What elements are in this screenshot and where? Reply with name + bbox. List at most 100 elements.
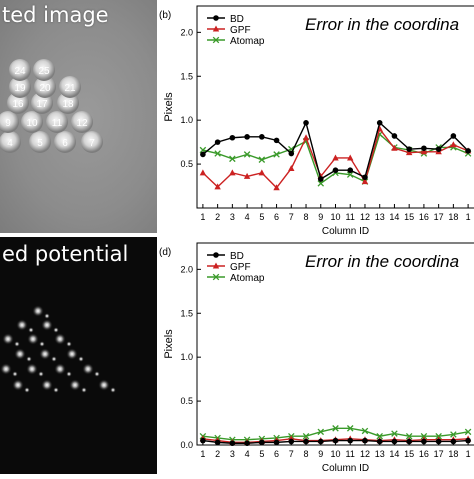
chart-b-data-point-atomap: [229, 155, 236, 163]
chart-b-data-point-gpf: [288, 164, 295, 171]
chart-b-y-axis-label: Pixels: [163, 92, 175, 122]
chart-b-data-point-atomap: [317, 180, 325, 187]
chart-b-x-axis-label: Column ID: [322, 226, 369, 237]
chart-b-x-tick-label: 8: [304, 212, 309, 222]
chart-d-data-point-bd: [214, 439, 221, 446]
chart-b-data-point-bd: [376, 120, 383, 126]
chart-b-data-point-bd: [465, 148, 471, 154]
potential-spot-minor: [66, 371, 72, 377]
potential-spot-minor: [28, 327, 34, 333]
chart-d-legend-marker: [213, 252, 219, 258]
atom-column-label: 20: [39, 83, 51, 94]
chart-d-data-point-bd: [450, 438, 457, 445]
chart-b-x-tick-label: 1: [466, 212, 471, 222]
chart-d-data-point-bd: [200, 437, 206, 444]
chart-panel-b: (b) Error in the coordina 0.5 1.0 1.5 2.0 1 2 3 4…: [157, 0, 474, 237]
chart-b-data-point-atomap: [214, 150, 221, 157]
chart-d-y-tick-label: 1.0: [180, 352, 193, 362]
atom-column: [34, 76, 56, 98]
chart-d-data-point-atomap: [391, 430, 398, 437]
chart-d-x-tick-label: 6: [274, 449, 279, 459]
chart-b-x-tick-label: 11: [346, 212, 355, 222]
chart-b-data-point-gpf: [332, 154, 339, 161]
potential-spot-minor: [26, 356, 32, 362]
chart-d-data-point-bd: [362, 437, 368, 444]
chart-b-data-point-bd: [200, 151, 206, 158]
chart-d-x-tick-label: 5: [259, 449, 264, 459]
chart-d-data-point-bd: [376, 438, 383, 445]
potential-spot-minor: [81, 387, 87, 393]
chart-d-y-tick-label: 0.5: [180, 396, 193, 406]
chart-d-data-point-atomap: [317, 428, 325, 436]
potential-spot: [26, 363, 38, 375]
chart-d-x-axis-label: Column ID: [322, 463, 369, 474]
potential-spot: [66, 348, 78, 360]
chart-b-data-point-gpf: [243, 172, 251, 179]
chart-d-x-tick-label: 17: [434, 449, 444, 459]
chart-b-legend-entry: BD: [230, 14, 244, 25]
chart-d-data-point-bd: [259, 439, 265, 446]
chart-d-data-point-bd: [244, 440, 250, 447]
chart-d-data-point-atomap: [376, 432, 383, 440]
chart-b-x-tick-label: 17: [434, 212, 444, 222]
chart-d-x-tick-label: 13: [375, 449, 385, 459]
chart-d-x-tick-label: 18: [448, 449, 458, 459]
chart-d-x-tick-label: 1: [200, 449, 205, 459]
chart-d-data-point-atomap: [346, 425, 354, 432]
chart-b-data-point-gpf: [420, 148, 428, 155]
chart-d-data-point-bd: [435, 438, 442, 445]
chart-d-data-point-bd: [229, 440, 236, 447]
chart-b-data-point-bd: [288, 150, 295, 157]
chart-b-data-point-gpf: [214, 183, 221, 190]
potential-spot: [12, 379, 24, 391]
atom-column-label: 25: [38, 66, 50, 77]
chart-b-y-tick-label: 1.0: [180, 115, 193, 125]
atom-column-label: 16: [12, 99, 24, 110]
chart-d-x-tick-label: 16: [419, 449, 429, 459]
atom-column-label: 6: [62, 138, 68, 149]
simulated-image-panel: ted image 4 5 6 7 9 10 11 12 16 17 18 19 20 21 24 25: [0, 0, 157, 233]
chart-b-data-point-bd: [391, 133, 398, 139]
simulated-image-title: ted image: [2, 3, 109, 27]
chart-b-data-point-bd: [406, 146, 412, 152]
chart-d-legend-entry: BD: [230, 251, 244, 262]
atom-column: [9, 59, 31, 81]
atom-column-label: 17: [36, 99, 48, 110]
potential-spot-minor: [66, 341, 72, 347]
chart-b-x-tick-label: 16: [419, 212, 429, 222]
chart-d-data-point-bd: [465, 437, 471, 444]
potential-spot: [32, 305, 44, 317]
chart-d-x-tick-label: 4: [245, 449, 250, 459]
potential-spot-minor: [53, 387, 59, 393]
chart-b-data-point-gpf: [302, 134, 310, 141]
chart-b-panel-label: (b): [159, 10, 171, 21]
chart-d-data-point-bd: [347, 437, 354, 444]
chart-d-legend-entry: Atomap: [230, 273, 265, 284]
chart-d-plot-frame: [196, 242, 474, 446]
atom-column: [81, 131, 103, 153]
potential-spot-minor: [94, 371, 100, 377]
chart-b-data-point-gpf: [273, 184, 280, 191]
atom-column-label: 21: [64, 83, 76, 94]
chart-b-x-tick-label: 4: [245, 212, 250, 222]
chart-b-y-tick-label: 2.0: [180, 27, 193, 37]
chart-b-data-point-gpf: [405, 149, 413, 156]
chart-d-data-point-bd: [303, 438, 309, 445]
potential-spot: [16, 319, 28, 331]
chart-b-legend-marker: [213, 15, 219, 21]
chart-b-y-tick-label: 0.5: [180, 159, 193, 169]
potential-spot: [41, 379, 53, 391]
chart-d-data-point-atomap: [464, 428, 472, 436]
atom-column: [54, 131, 76, 153]
chart-b-data-point-atomap: [273, 151, 280, 158]
potential-spot: [0, 363, 12, 375]
potential-spot: [54, 363, 66, 375]
chart-d-data-point-bd: [406, 438, 412, 445]
chart-b-data-point-bd: [244, 134, 250, 140]
chart-d-svg: (d) Error in the coordina 0.0 0.5 1.0 1.5 2.0 1…: [159, 242, 474, 474]
potential-spot-minor: [44, 313, 50, 319]
potential-spot: [27, 333, 39, 345]
chart-d-legend-entry: GPF: [230, 262, 251, 273]
chart-b-x-tick-label: 14: [389, 212, 399, 222]
chart-b-title: Error in the coordina: [305, 15, 459, 34]
